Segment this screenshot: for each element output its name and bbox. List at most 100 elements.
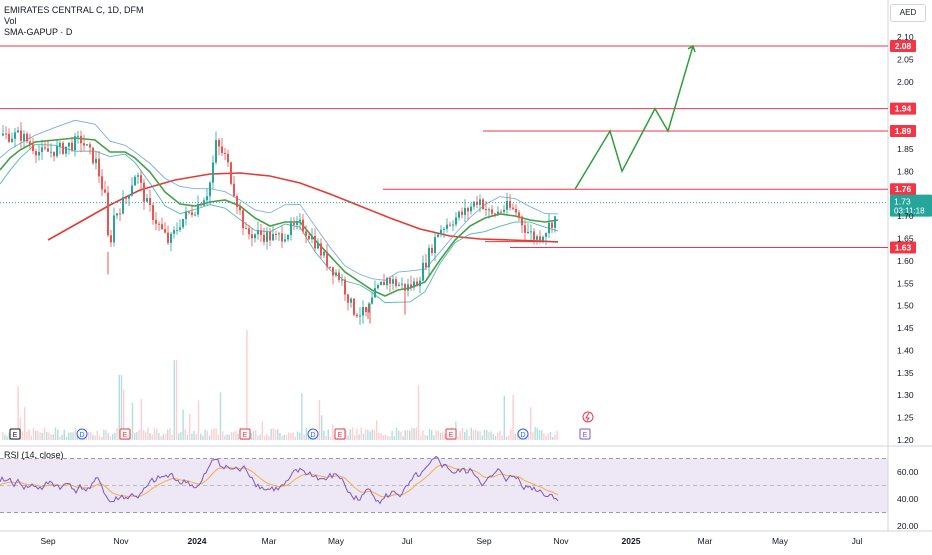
- candle-body: [11, 138, 13, 142]
- price-tick-label: 2.05: [897, 54, 914, 64]
- candle-body: [170, 233, 172, 243]
- currency-badge[interactable]: AED: [890, 4, 926, 22]
- volume-bar: [541, 430, 543, 440]
- candle-body: [380, 281, 382, 286]
- event-marker-D[interactable]: D: [76, 428, 88, 440]
- time-label: Jul: [852, 536, 863, 546]
- volume-bar: [2, 432, 4, 440]
- sma-slow-line: [47, 172, 559, 243]
- candle-body: [455, 217, 457, 225]
- candle-body: [56, 146, 58, 157]
- candle-body: [182, 219, 184, 228]
- volume-bar: [43, 427, 46, 440]
- volume-bar: [461, 427, 464, 440]
- volume-label[interactable]: Vol: [4, 16, 17, 26]
- volume-bar: [505, 436, 508, 440]
- time-label: Jul: [402, 536, 413, 546]
- candle-body: [404, 283, 406, 291]
- time-label: Sep: [476, 536, 491, 546]
- event-letter: D: [520, 432, 525, 439]
- volume-bar: [362, 433, 365, 440]
- volume-bar: [76, 435, 79, 440]
- volume-bar: [162, 434, 164, 440]
- volume-bar: [497, 432, 499, 440]
- candle-body: [5, 133, 7, 135]
- volume-bar: [28, 429, 30, 440]
- volume-bar: [288, 432, 290, 440]
- rsi-label[interactable]: RSI (14, close): [4, 450, 64, 460]
- volume-bar: [105, 429, 107, 440]
- volume-bar: [17, 386, 19, 440]
- volume-bar: [395, 427, 398, 440]
- symbol-title: EMIRATES CENTRAL C, 1D, DFM: [4, 5, 144, 15]
- volume-bar: [382, 435, 384, 440]
- event-marker-E[interactable]: E: [579, 428, 591, 440]
- projection-path: [574, 45, 694, 190]
- volume-bar: [373, 430, 376, 440]
- candle-body: [41, 147, 43, 152]
- volume-bar: [164, 433, 167, 440]
- volume-bar: [516, 431, 519, 440]
- volume-bar: [512, 394, 514, 440]
- event-marker-E[interactable]: E: [334, 428, 346, 440]
- volume-bar: [329, 436, 332, 440]
- volume-bar: [354, 435, 356, 440]
- volume-bar: [299, 432, 301, 440]
- level-tag-text: 1.76: [895, 184, 912, 194]
- volume-bar: [193, 430, 195, 440]
- volume-bar: [457, 436, 459, 440]
- event-circle: [517, 428, 529, 440]
- event-marker-D[interactable]: D: [517, 428, 529, 440]
- lightning-bolt-icon: [585, 412, 590, 422]
- volume-bar: [213, 428, 215, 440]
- volume-bar: [211, 429, 213, 440]
- volume-bar: [404, 430, 406, 440]
- candle-body: [341, 279, 343, 281]
- volume-bar: [468, 436, 470, 440]
- volume-bar: [175, 360, 178, 440]
- volume-bar: [197, 400, 200, 440]
- time-label: Mar: [698, 536, 713, 546]
- candle-body: [350, 298, 352, 303]
- event-marker-E[interactable]: E: [119, 428, 131, 440]
- candle-body: [353, 298, 355, 315]
- event-marker-E[interactable]: E: [9, 428, 21, 440]
- candle-body: [317, 243, 319, 249]
- volume-bar: [389, 436, 391, 440]
- event-marker-E[interactable]: E: [239, 428, 251, 440]
- candle-body: [521, 216, 523, 226]
- volume-bar: [431, 430, 433, 440]
- volume-bar: [488, 431, 490, 440]
- event-box: [579, 428, 591, 440]
- volume-bar: [57, 429, 59, 440]
- volume-bar: [499, 430, 501, 440]
- volume-bar: [219, 392, 222, 440]
- event-marker-E[interactable]: E: [445, 428, 457, 440]
- candle-body: [50, 151, 52, 153]
- volume-bar: [391, 431, 393, 440]
- candle-body: [110, 235, 112, 243]
- candle-body: [371, 297, 373, 304]
- event-marker-D[interactable]: D: [307, 428, 319, 440]
- price-tick-label: 1.70: [897, 211, 914, 221]
- candle-body: [392, 279, 394, 284]
- volume-bar: [321, 415, 323, 440]
- candle-body: [224, 152, 226, 154]
- volume-bar: [406, 429, 409, 440]
- candle-body: [323, 251, 325, 256]
- volume-bar: [501, 435, 503, 440]
- candle-body: [131, 185, 133, 196]
- candle-body: [527, 232, 529, 234]
- candle-body: [377, 285, 379, 289]
- level-tag-text: 1.63: [895, 242, 912, 252]
- volume-bar: [290, 433, 292, 440]
- volume-bar: [358, 434, 360, 440]
- volume-bar: [305, 427, 307, 440]
- volume-bar: [349, 429, 351, 440]
- candle-body: [287, 235, 289, 240]
- indicator-label[interactable]: SMA-GAPUP · D: [4, 27, 73, 37]
- volume-bar: [178, 433, 180, 440]
- volume-bar: [360, 427, 362, 440]
